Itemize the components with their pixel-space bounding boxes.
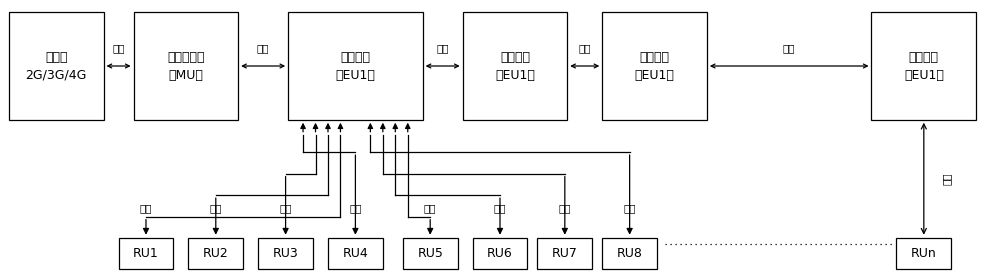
FancyBboxPatch shape <box>288 12 423 120</box>
Text: 光纤: 光纤 <box>579 44 591 54</box>
Text: 光纤: 光纤 <box>210 203 222 213</box>
Text: 光纤: 光纤 <box>140 203 152 213</box>
FancyBboxPatch shape <box>9 12 104 120</box>
Text: 扩展单元
（EU1）: 扩展单元 （EU1） <box>904 51 944 82</box>
Text: RU1: RU1 <box>133 247 159 259</box>
FancyBboxPatch shape <box>258 238 313 268</box>
Text: 信号源
2G/3G/4G: 信号源 2G/3G/4G <box>26 51 87 82</box>
Text: RU2: RU2 <box>203 247 229 259</box>
Text: 扩展单元
（EU1）: 扩展单元 （EU1） <box>335 51 375 82</box>
FancyBboxPatch shape <box>188 238 243 268</box>
Text: 光纤: 光纤 <box>424 203 436 213</box>
Text: 扩展单元
（EU1）: 扩展单元 （EU1） <box>635 51 675 82</box>
Text: RU4: RU4 <box>343 247 368 259</box>
FancyBboxPatch shape <box>403 238 458 268</box>
Text: 光纤: 光纤 <box>436 44 449 54</box>
FancyBboxPatch shape <box>328 238 383 268</box>
FancyBboxPatch shape <box>463 12 567 120</box>
Text: 光纤: 光纤 <box>257 44 269 54</box>
FancyBboxPatch shape <box>602 238 657 268</box>
Text: 光纤: 光纤 <box>942 172 952 185</box>
Text: 光纤: 光纤 <box>349 203 362 213</box>
Text: RU6: RU6 <box>487 247 513 259</box>
Text: RU5: RU5 <box>417 247 443 259</box>
Text: RU7: RU7 <box>552 247 578 259</box>
Text: RU8: RU8 <box>617 247 643 259</box>
Text: 光纤: 光纤 <box>783 44 795 54</box>
FancyBboxPatch shape <box>602 12 707 120</box>
Text: 扩展单元
（EU1）: 扩展单元 （EU1） <box>495 51 535 82</box>
Text: 光纤: 光纤 <box>559 203 571 213</box>
Text: 光纤: 光纤 <box>279 203 292 213</box>
FancyBboxPatch shape <box>134 12 238 120</box>
FancyBboxPatch shape <box>473 238 527 268</box>
FancyBboxPatch shape <box>871 12 976 120</box>
Text: 光纤: 光纤 <box>494 203 506 213</box>
Text: 馈线: 馈线 <box>112 44 125 54</box>
FancyBboxPatch shape <box>537 238 592 268</box>
Text: RUn: RUn <box>911 247 937 259</box>
Text: 光纤: 光纤 <box>623 203 636 213</box>
Text: RU3: RU3 <box>273 247 298 259</box>
Text: 主接入单元
（MU）: 主接入单元 （MU） <box>167 51 205 82</box>
FancyBboxPatch shape <box>119 238 173 268</box>
FancyBboxPatch shape <box>896 238 951 268</box>
